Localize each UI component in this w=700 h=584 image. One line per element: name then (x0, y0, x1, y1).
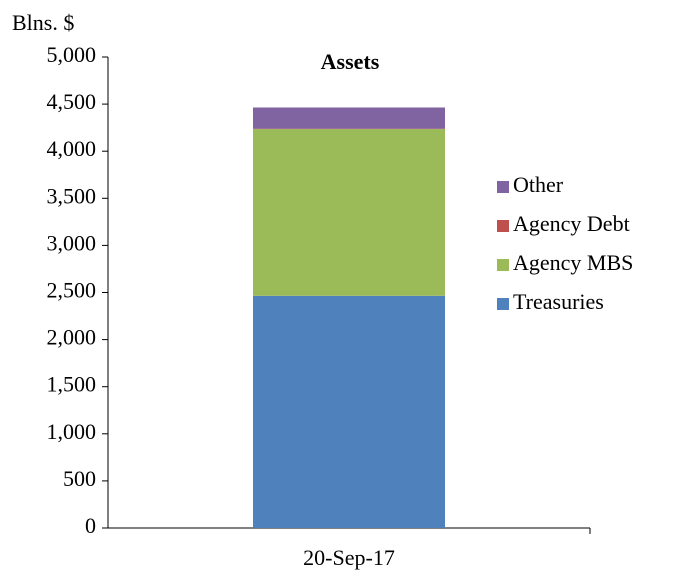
chart-title: Assets (321, 49, 380, 74)
y-tick-label: 1,500 (47, 372, 97, 397)
bar-segment (253, 129, 445, 296)
legend-label: Other (513, 172, 564, 197)
y-tick-label: 500 (63, 466, 96, 491)
y-tick-label: 3,500 (47, 183, 97, 208)
y-tick-label: 2,000 (47, 325, 97, 350)
legend-swatch (497, 298, 509, 310)
y-tick-label: 0 (85, 513, 96, 538)
legend-label: Agency Debt (513, 211, 630, 236)
x-tick-label: 20-Sep-17 (303, 545, 395, 570)
bar-segment (253, 107, 445, 129)
legend-swatch (497, 220, 509, 232)
y-tick-label: 4,000 (47, 136, 97, 161)
legend-label: Treasuries (513, 289, 604, 314)
y-tick-label: 5,000 (47, 42, 97, 67)
legend-label: Agency MBS (513, 250, 633, 275)
y-tick-label: 2,500 (47, 278, 97, 303)
y-axis-label: Blns. $ (12, 10, 74, 35)
y-tick-label: 1,000 (47, 419, 97, 444)
y-tick-label: 3,000 (47, 230, 97, 255)
y-tick-label: 4,500 (47, 89, 97, 114)
bar-segment (253, 295, 445, 528)
legend-swatch (497, 181, 509, 193)
legend-swatch (497, 259, 509, 271)
